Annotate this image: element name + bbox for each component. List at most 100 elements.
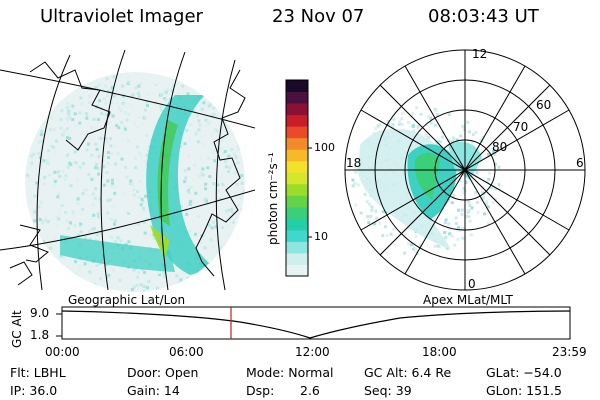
speckle-pixel [99,232,103,236]
speckle-pixel [57,192,61,196]
speckle-pixel [117,126,121,130]
speckle-pixel [197,119,201,123]
speckle-pixel [391,123,395,126]
speckle-pixel [137,84,141,88]
speckle-pixel [79,96,83,100]
speckle-pixel [57,211,61,215]
speckle-pixel [106,199,110,203]
speckle-pixel [204,103,208,107]
speckle-pixel [62,132,66,136]
speckle-pixel [240,182,244,185]
speckle-pixel [90,227,94,231]
info-door: Door: Open [127,365,199,380]
speckle-pixel [138,180,142,184]
speckle-pixel [93,283,97,287]
speckle-pixel [133,156,137,160]
speckle-pixel [461,227,465,231]
speckle-pixel [41,139,45,143]
lat-label-60: 60 [536,98,552,112]
speckle-pixel [127,80,131,84]
speckle-pixel [198,229,202,233]
speckle-pixel [378,123,382,127]
speckle-pixel [354,165,357,169]
speckle-pixel [212,106,216,110]
speckle-pixel [381,210,385,214]
speckle-pixel [88,270,92,274]
speckle-pixel [138,151,142,155]
speckle-pixel [98,136,102,140]
speckle-pixel [90,106,94,110]
colorbar-segment [286,241,308,254]
speckle-pixel [209,238,213,242]
speckle-pixel [232,152,236,156]
speckle-pixel [220,140,224,144]
speckle-pixel [484,202,488,206]
speckle-pixel [476,210,480,214]
speckle-pixel [202,142,205,146]
speckle-pixel [195,173,199,176]
speckle-pixel [96,156,100,160]
speckle-pixel [481,196,485,200]
speckle-pixel [386,120,390,123]
speckle-pixel [188,229,192,233]
speckle-pixel [366,215,370,219]
speckle-pixel [44,216,48,220]
speckle-pixel [30,161,34,165]
speckle-pixel [407,120,411,124]
speckle-pixel [450,234,454,238]
speckle-pixel [236,161,240,165]
speckle-pixel [415,250,419,254]
speckle-pixel [141,209,145,213]
speckle-pixel [131,93,134,97]
speckle-pixel [198,123,202,127]
speckle-pixel [199,104,203,107]
speckle-pixel [109,87,113,91]
colorbar-label: photon cm⁻²s⁻¹ [266,152,280,245]
speckle-pixel [120,121,124,125]
speckle-pixel [104,267,108,271]
speckle-pixel [219,174,223,178]
speckle-pixel [84,188,88,192]
speckle-pixel [400,117,404,121]
colorbar-segment [286,229,308,242]
strip-xtick-2: 12:00 [295,345,330,359]
info-ip: IP: 36.0 [10,383,58,398]
speckle-pixel [68,137,72,140]
speckle-pixel [131,182,135,186]
speckle-pixel [50,116,54,120]
speckle-pixel [354,182,358,186]
speckle-pixel [204,124,208,128]
speckle-pixel [109,235,113,239]
speckle-pixel [414,248,418,252]
colorbar [285,79,312,277]
strip-xtick-4: 23:59 [552,345,587,359]
speckle-pixel [143,231,147,235]
speckle-pixel [207,121,211,125]
speckle-pixel [53,150,57,153]
speckle-pixel [392,117,396,121]
speckle-pixel [35,181,39,185]
speckle-pixel [370,205,374,209]
speckle-pixel [41,221,45,225]
speckle-pixel [160,108,164,112]
colorbar-segment [286,252,308,265]
left-panel-caption: Geographic Lat/Lon [68,293,186,307]
speckle-pixel [210,132,214,135]
speckle-pixel [111,182,114,186]
speckle-pixel [204,182,208,186]
speckle-pixel [78,121,82,125]
speckle-pixel [227,208,231,212]
speckle-pixel [410,243,413,247]
speckle-pixel [447,113,451,117]
instrument-title: Ultraviolet Imager [40,6,203,27]
speckle-pixel [143,116,147,120]
speckle-pixel [439,140,443,144]
speckle-pixel [487,177,491,181]
speckle-pixel [47,157,51,161]
speckle-pixel [162,271,166,275]
speckle-pixel [468,208,472,212]
speckle-pixel [113,219,117,223]
speckle-pixel [88,101,92,104]
speckle-pixel [91,203,95,207]
